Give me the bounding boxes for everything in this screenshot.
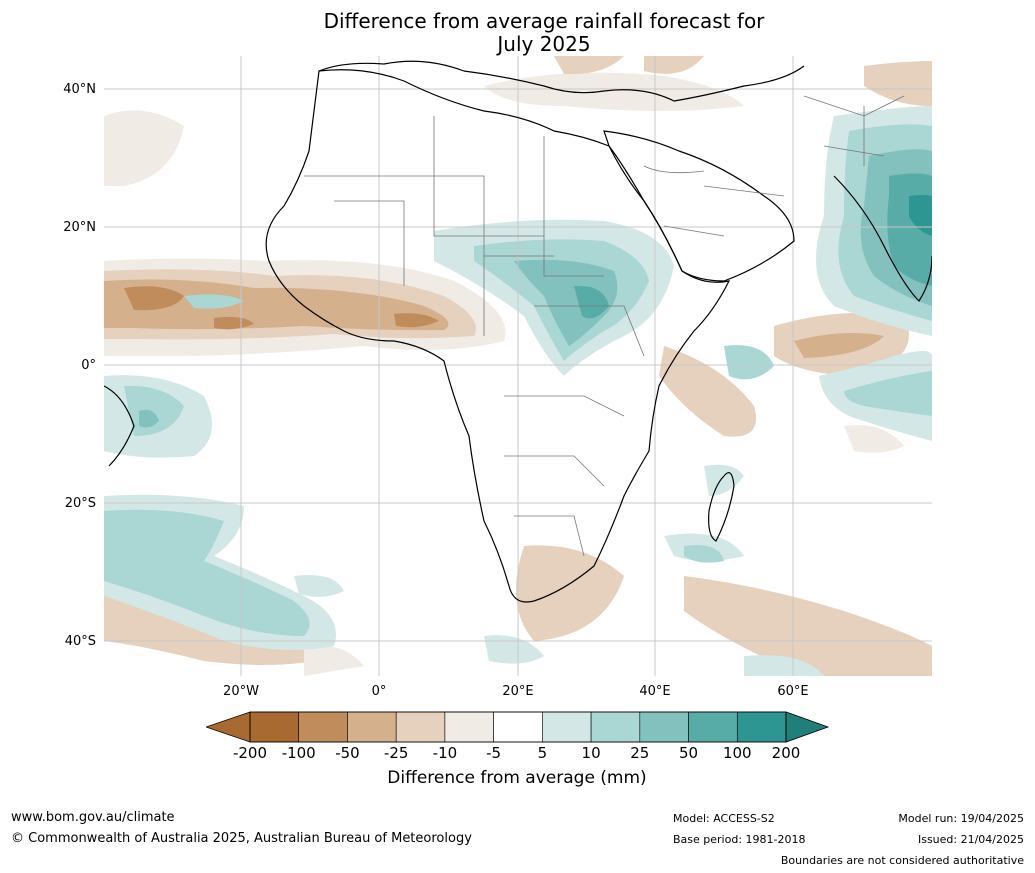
colorbar-tick-label: -50 xyxy=(335,744,360,762)
issued-info: Issued: 21/04/2025 xyxy=(917,833,1024,846)
wet-anomaly-regions xyxy=(104,106,932,676)
colorbar-cell xyxy=(249,711,300,743)
colorbar-cell xyxy=(444,711,494,743)
colorbar-tick-label: 100 xyxy=(722,744,752,762)
colorbar-cell xyxy=(639,711,689,743)
colorbar-tick-label: -200 xyxy=(232,744,268,762)
map-title: Difference from average rainfall forecas… xyxy=(244,10,844,56)
lon-label-20e: 20°E xyxy=(502,684,534,699)
colorbar-cell xyxy=(736,711,787,743)
lat-label-40n: 40°N xyxy=(63,82,96,97)
colorbar-tick-label: 200 xyxy=(771,744,801,762)
colorbar-cell xyxy=(542,711,592,743)
colorbar-tick-label: 10 xyxy=(581,744,601,762)
colorbar-cell xyxy=(493,711,543,743)
colorbar-cell xyxy=(347,711,397,743)
colorbar-cell xyxy=(395,711,446,743)
website-link[interactable]: www.bom.gov.au/climate xyxy=(11,810,175,825)
lat-label-40s: 40°S xyxy=(64,634,96,649)
colorbar-tick-label: -25 xyxy=(383,744,409,762)
colorbar xyxy=(206,711,830,743)
coastlines xyxy=(104,60,932,603)
base-period-info: Base period: 1981-2018 xyxy=(673,833,806,846)
model-info: Model: ACCESS-S2 xyxy=(673,812,775,825)
title-line-1: Difference from average rainfall forecas… xyxy=(323,9,765,33)
copyright-text: © Commonwealth of Australia 2025, Austra… xyxy=(11,831,472,846)
model-run-info: Model run: 19/04/2025 xyxy=(898,812,1024,825)
colorbar-cell xyxy=(298,711,348,743)
lat-label-equator: 0° xyxy=(81,358,96,373)
lon-label-0: 0° xyxy=(371,684,387,699)
title-line-2: July 2025 xyxy=(497,32,591,56)
colorbar-extend-low xyxy=(206,711,251,743)
colorbar-tick-label: -5 xyxy=(486,744,502,762)
colorbar-extend-high xyxy=(785,711,830,743)
disclaimer-text: Boundaries are not considered authoritat… xyxy=(780,854,1024,867)
colorbar-cell xyxy=(688,711,738,743)
country-borders xyxy=(304,95,905,557)
rainfall-anomaly-map xyxy=(104,56,932,676)
colorbar-cell xyxy=(590,711,641,743)
lon-label-60e: 60°E xyxy=(777,684,809,699)
graticule xyxy=(104,56,932,676)
lon-label-40e: 40°E xyxy=(639,684,671,699)
lon-label-20w: 20°W xyxy=(223,684,259,699)
colorbar-tick-label: -10 xyxy=(432,744,458,762)
colorbar-tick-label: 5 xyxy=(537,744,548,762)
colorbar-label: Difference from average (mm) xyxy=(387,768,647,788)
dry-anomaly-regions xyxy=(104,56,932,676)
lat-label-20n: 20°N xyxy=(63,220,96,235)
map-svg xyxy=(104,56,932,676)
colorbar-tick-label: 25 xyxy=(630,744,650,762)
colorbar-tick-label: 50 xyxy=(678,744,699,762)
lat-label-20s: 20°S xyxy=(64,496,96,511)
colorbar-tick-label: -100 xyxy=(281,744,316,762)
